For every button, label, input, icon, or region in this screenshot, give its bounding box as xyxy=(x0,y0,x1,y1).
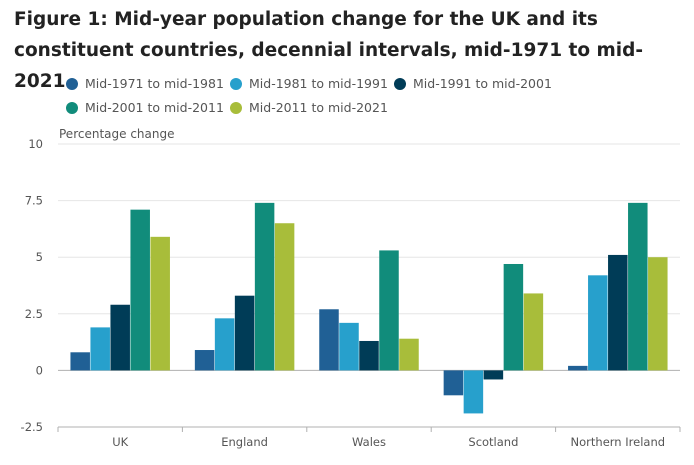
legend-swatch-2001-2011 xyxy=(66,101,78,114)
y-tick-label: 2.5 xyxy=(25,307,43,321)
y-axis-label: Percentage change xyxy=(59,127,175,141)
y-tick-label: -2.5 xyxy=(21,420,43,434)
bar xyxy=(359,340,379,371)
bar xyxy=(463,370,484,414)
bar xyxy=(443,370,464,396)
legend-item-2011-2021[interactable]: Mid-2011 to mid-2021 xyxy=(230,100,388,115)
bar xyxy=(194,350,215,371)
x-tick-label: England xyxy=(221,435,268,449)
chart-title: Figure 1: Mid-year population change for… xyxy=(14,9,644,92)
bar xyxy=(274,223,295,371)
x-tick-label: UK xyxy=(112,435,128,449)
legend-label: Mid-1971 to mid-1981 xyxy=(85,76,224,91)
legend-item-1971-1981[interactable]: Mid-1971 to mid-1981 xyxy=(66,76,224,91)
bar xyxy=(568,365,588,371)
x-tick-label: Northern Ireland xyxy=(571,435,665,449)
y-tick-label: 5 xyxy=(36,250,43,264)
bar xyxy=(483,370,504,380)
legend-swatch-1981-1991 xyxy=(230,77,242,90)
legend-item-2001-2011[interactable]: Mid-2001 to mid-2011 xyxy=(66,100,224,115)
bar xyxy=(130,209,150,371)
bar xyxy=(319,309,339,371)
legend-swatch-1971-1981 xyxy=(66,77,78,90)
x-tick-label: Wales xyxy=(352,435,386,449)
legend-label: Mid-2011 to mid-2021 xyxy=(249,100,388,115)
y-tick-label: 7.5 xyxy=(25,194,43,208)
bar xyxy=(254,202,275,371)
bar xyxy=(150,236,170,371)
bar xyxy=(110,304,130,371)
bar xyxy=(234,295,255,371)
bar xyxy=(628,202,648,371)
bar xyxy=(523,293,544,371)
y-tick-label: 0 xyxy=(36,363,43,377)
bar xyxy=(70,352,90,371)
x-tick-label: Scotland xyxy=(468,435,518,449)
bar xyxy=(588,275,608,371)
legend-label: Mid-1981 to mid-1991 xyxy=(249,76,388,91)
bar xyxy=(399,338,419,371)
legend-label: Mid-1991 to mid-2001 xyxy=(413,76,552,91)
legend-label: Mid-2001 to mid-2011 xyxy=(85,100,224,115)
legend-item-1981-1991[interactable]: Mid-1981 to mid-1991 xyxy=(230,76,388,91)
legend-swatch-2011-2021 xyxy=(230,101,242,114)
bar xyxy=(90,327,110,371)
bar xyxy=(339,322,359,371)
bar xyxy=(214,318,235,371)
bar xyxy=(379,250,399,371)
y-tick-label: 10 xyxy=(28,137,43,151)
legend-item-1991-2001[interactable]: Mid-1991 to mid-2001 xyxy=(394,76,552,91)
legend-swatch-1991-2001 xyxy=(394,77,406,90)
bar xyxy=(648,257,668,371)
bar xyxy=(608,254,628,371)
bar xyxy=(503,263,524,371)
